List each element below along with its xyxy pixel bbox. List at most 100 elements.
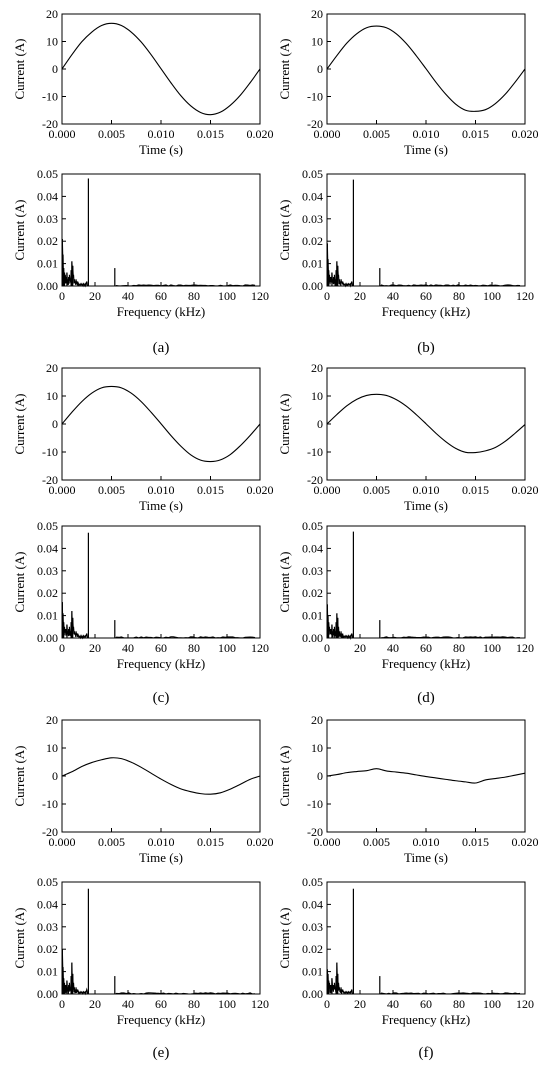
spectrum-floor-trace bbox=[380, 284, 521, 287]
time-xtick-label: 0.015 bbox=[462, 483, 489, 497]
freq-xtick-label: 80 bbox=[453, 997, 465, 1011]
time-ylabel: Current (A) bbox=[277, 745, 292, 806]
spectrum-floor-trace bbox=[380, 992, 521, 995]
freq-xtick-label: 40 bbox=[122, 289, 134, 303]
time-xtick-label: 0.005 bbox=[363, 127, 390, 141]
freq-ytick-label: 0.00 bbox=[302, 631, 323, 645]
spectrum-floor-trace bbox=[115, 636, 256, 639]
freq-xtick-label: 20 bbox=[354, 289, 366, 303]
time-xtick-label: 0.010 bbox=[413, 127, 440, 141]
freq-xtick-label: 20 bbox=[89, 997, 101, 1011]
time-ytick-label: 20 bbox=[46, 7, 58, 21]
time-xtick-label: 0.000 bbox=[314, 483, 341, 497]
freq-ytick-label: 0.00 bbox=[302, 279, 323, 293]
time-xtick-label: 0.015 bbox=[197, 835, 224, 849]
freq-ytick-label: 0.01 bbox=[37, 965, 58, 979]
freq-frame bbox=[61, 881, 261, 995]
freq-ytick-label: 0.04 bbox=[37, 541, 58, 555]
freq-ytick-label: 0.04 bbox=[302, 541, 323, 555]
freq-ytick-label: 0.01 bbox=[302, 257, 323, 271]
time-ytick-label: 0 bbox=[52, 769, 58, 783]
time-xtick-label: 0.015 bbox=[197, 483, 224, 497]
panel-f: 0.000 0.005 0.010 0.015 0.02020100-10-20Time… bbox=[277, 713, 539, 1061]
panel-d: 0.000 0.005 0.010 0.015 0.02020100-10-20Time… bbox=[277, 361, 539, 706]
panel-label: (e) bbox=[153, 1045, 170, 1061]
time-ytick-label: -10 bbox=[307, 445, 323, 459]
freq-xtick-label: 100 bbox=[218, 997, 236, 1011]
freq-ytick-label: 0.03 bbox=[37, 920, 58, 934]
panel-c: 0.000 0.005 0.010 0.015 0.02020100-10-20Time… bbox=[12, 361, 274, 706]
time-ytick-label: -20 bbox=[307, 825, 323, 839]
time-ytick-label: 0 bbox=[317, 417, 323, 431]
freq-xtick-label: 0 bbox=[59, 641, 65, 655]
spectrum-noise-trace bbox=[326, 604, 354, 641]
freq-ylabel: Current (A) bbox=[277, 551, 292, 612]
freq-ytick-label: 0.03 bbox=[302, 212, 323, 226]
time-ytick-label: 10 bbox=[311, 741, 323, 755]
time-xtick-label: 0.010 bbox=[148, 127, 175, 141]
freq-ytick-label: 0.03 bbox=[302, 564, 323, 578]
time-xtick-label: 0.010 bbox=[413, 483, 440, 497]
freq-ytick-label: 0.01 bbox=[37, 257, 58, 271]
freq-xtick-label: 40 bbox=[387, 289, 399, 303]
time-ytick-label: -10 bbox=[42, 445, 58, 459]
spectrum-noise-trace bbox=[61, 602, 89, 640]
time-ylabel: Current (A) bbox=[277, 38, 292, 99]
freq-ytick-label: 0.01 bbox=[302, 965, 323, 979]
time-ytick-label: 10 bbox=[311, 35, 323, 49]
freq-ytick-label: 0.02 bbox=[37, 234, 58, 248]
panel-e: 0.000 0.005 0.010 0.015 0.02020100-10-20Time… bbox=[12, 713, 274, 1061]
freq-xtick-label: 100 bbox=[218, 641, 236, 655]
panel-label: (c) bbox=[153, 690, 170, 706]
freq-xtick-label: 120 bbox=[251, 997, 269, 1011]
freq-xlabel: Frequency (kHz) bbox=[117, 1012, 205, 1027]
freq-xtick-label: 60 bbox=[420, 641, 432, 655]
freq-xtick-label: 60 bbox=[155, 997, 167, 1011]
time-ytick-label: 10 bbox=[311, 389, 323, 403]
time-ytick-label: 10 bbox=[46, 389, 58, 403]
time-xtick-label: 0.005 bbox=[98, 483, 125, 497]
freq-ytick-label: 0.05 bbox=[302, 167, 323, 181]
time-ytick-label: 0 bbox=[317, 769, 323, 783]
freq-ytick-label: 0.04 bbox=[37, 189, 58, 203]
freq-ytick-label: 0.05 bbox=[37, 875, 58, 889]
freq-xtick-label: 40 bbox=[387, 641, 399, 655]
freq-xlabel: Frequency (kHz) bbox=[382, 304, 470, 319]
time-xlabel: Time (s) bbox=[404, 498, 448, 513]
time-ytick-label: 0 bbox=[52, 417, 58, 431]
freq-ytick-label: 0.02 bbox=[37, 942, 58, 956]
freq-xtick-label: 0 bbox=[324, 641, 330, 655]
time-ytick-label: -20 bbox=[42, 825, 58, 839]
freq-ytick-label: 0.00 bbox=[302, 987, 323, 1001]
freq-xtick-label: 120 bbox=[251, 641, 269, 655]
time-ytick-label: -20 bbox=[42, 473, 58, 487]
freq-xtick-label: 60 bbox=[155, 289, 167, 303]
freq-ylabel: Current (A) bbox=[12, 199, 27, 260]
time-xlabel: Time (s) bbox=[404, 142, 448, 157]
time-ytick-label: 10 bbox=[46, 35, 58, 49]
spectrum-floor-trace bbox=[115, 284, 256, 287]
freq-frame bbox=[61, 173, 261, 287]
freq-xtick-label: 80 bbox=[188, 641, 200, 655]
time-frame bbox=[326, 719, 526, 833]
spectrum-noise-trace bbox=[61, 238, 89, 288]
time-xtick-label: 0.020 bbox=[247, 127, 274, 141]
time-ytick-label: -20 bbox=[42, 117, 58, 131]
freq-ytick-label: 0.05 bbox=[302, 875, 323, 889]
freq-xtick-label: 0 bbox=[324, 997, 330, 1011]
time-ytick-label: -10 bbox=[307, 797, 323, 811]
freq-frame bbox=[61, 525, 261, 639]
spectrum-floor-trace bbox=[380, 636, 521, 639]
freq-frame bbox=[326, 525, 526, 639]
time-xtick-label: 0.020 bbox=[512, 127, 539, 141]
time-xtick-label: 0.015 bbox=[462, 127, 489, 141]
freq-ytick-label: 0.01 bbox=[37, 609, 58, 623]
current-waveform bbox=[326, 768, 526, 784]
freq-xlabel: Frequency (kHz) bbox=[382, 656, 470, 671]
time-ytick-label: -10 bbox=[307, 90, 323, 104]
time-ytick-label: -20 bbox=[307, 117, 323, 131]
time-ylabel: Current (A) bbox=[12, 745, 27, 806]
freq-ytick-label: 0.01 bbox=[302, 609, 323, 623]
time-xtick-label: 0.000 bbox=[49, 127, 76, 141]
